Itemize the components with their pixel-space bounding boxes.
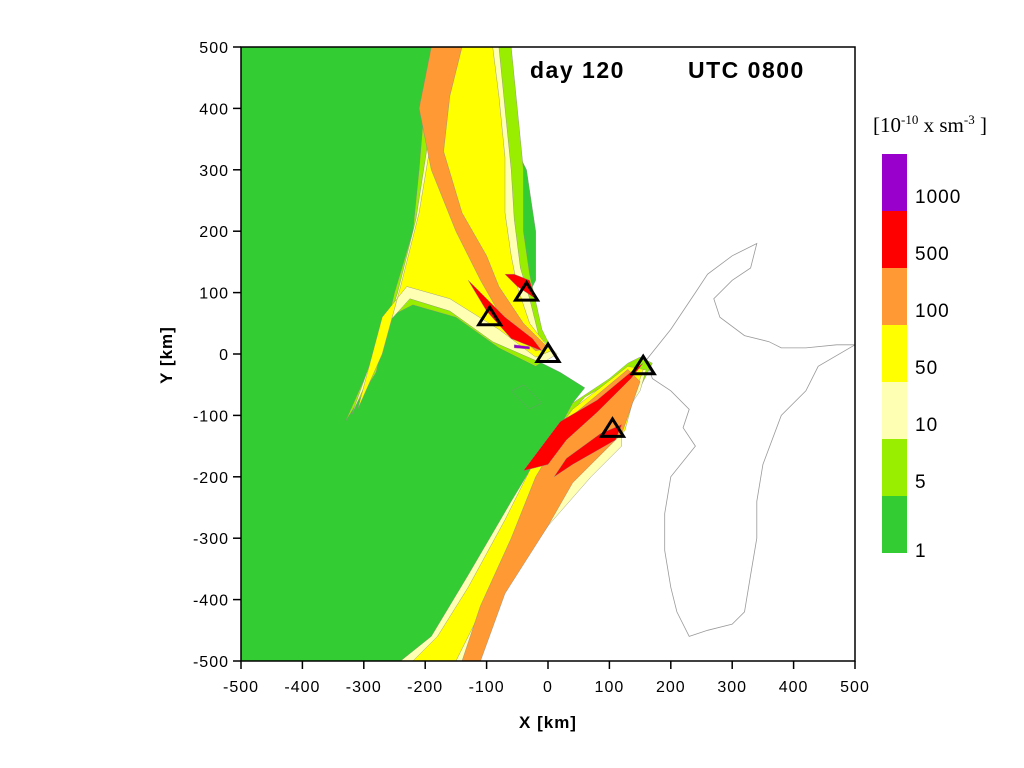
source-marker-1 xyxy=(475,304,504,327)
y-tick-label: -200 xyxy=(193,470,229,487)
colorbar-swatch-1 xyxy=(882,439,907,496)
x-tick-label: -300 xyxy=(346,679,382,696)
x-tick-label: 500 xyxy=(840,679,870,696)
y-tick-label: 200 xyxy=(199,224,229,241)
contour-regions xyxy=(241,47,653,661)
source-marker-4 xyxy=(598,416,627,438)
y-tick-label: 100 xyxy=(199,286,229,303)
x-tick-label: 300 xyxy=(717,679,747,696)
unit-part-exp2: -3 xyxy=(964,112,975,127)
source-marker-0 xyxy=(512,279,541,302)
colorbar-level-label: 100 xyxy=(915,301,950,322)
colorbar-unit-label: [10-10 x sm-3 ] xyxy=(873,112,987,137)
colorbar-level-label: 500 xyxy=(915,244,950,265)
x-tick-label: -200 xyxy=(407,679,443,696)
x-tick-label: -100 xyxy=(469,679,505,696)
contour-region-7 xyxy=(511,384,543,410)
colorbar-swatch-4 xyxy=(882,268,907,325)
land-boundary-line xyxy=(645,242,855,637)
y-tick-label: 400 xyxy=(199,101,229,118)
x-tick-label: -500 xyxy=(223,679,259,696)
colorbar-level-label: 50 xyxy=(915,358,938,379)
contour-region-12 xyxy=(468,280,543,352)
unit-part-exp1: -10 xyxy=(901,112,918,127)
colorbar-level-label: 1000 xyxy=(915,187,961,208)
colorbar-level-label: 10 xyxy=(915,415,938,436)
contour-region-5 xyxy=(523,363,644,471)
land-boundary xyxy=(645,242,855,637)
y-axis-title: Y [km] xyxy=(157,326,176,384)
source-markers xyxy=(475,279,657,438)
x-tick-label: -400 xyxy=(284,679,320,696)
colorbar-swatch-3 xyxy=(882,325,907,382)
x-axis: -500 -400 -300 -200 -100 0 100 200 300 400 500 xyxy=(223,661,870,696)
x-tick-label: 400 xyxy=(779,679,809,696)
colorbar-swatch-5 xyxy=(882,211,907,268)
contour-region-11 xyxy=(418,47,549,352)
unit-part-end: ] xyxy=(975,113,987,137)
unit-part-base: [10 xyxy=(873,113,901,137)
y-tick-label: -100 xyxy=(193,408,229,425)
unit-part-mid: x sm xyxy=(918,113,964,137)
source-marker-3 xyxy=(629,353,657,376)
y-tick-label: 500 xyxy=(199,40,229,57)
x-tick-label: 200 xyxy=(656,679,686,696)
source-marker-2 xyxy=(534,341,562,363)
colorbar: 1 5 10 50 100 500 1000 xyxy=(882,154,961,562)
colorbar-level-label: 1 xyxy=(915,541,927,562)
y-tick-label: 300 xyxy=(199,163,229,180)
y-tick-label: -400 xyxy=(193,593,229,610)
x-tick-label: 100 xyxy=(595,679,625,696)
y-tick-label: 0 xyxy=(219,347,229,364)
colorbar-level-label: 5 xyxy=(915,472,927,493)
colorbar-swatch-2 xyxy=(882,382,907,439)
colorbar-swatch-0 xyxy=(882,496,907,553)
contour-region-13 xyxy=(504,274,536,299)
y-tick-label: -300 xyxy=(193,531,229,548)
x-tick-label: 0 xyxy=(543,679,553,696)
y-axis: -500 -400 -300 -200 -100 0 100 200 300 400 500 xyxy=(193,40,241,671)
contour-region-14 xyxy=(514,344,530,350)
x-axis-title: X [km] xyxy=(519,713,577,732)
y-tick-label: -500 xyxy=(193,654,229,671)
chart-subtitle: UTC 0800 xyxy=(688,57,805,83)
colorbar-swatch-6 xyxy=(882,154,907,211)
chart-title: day 120 xyxy=(530,57,625,83)
